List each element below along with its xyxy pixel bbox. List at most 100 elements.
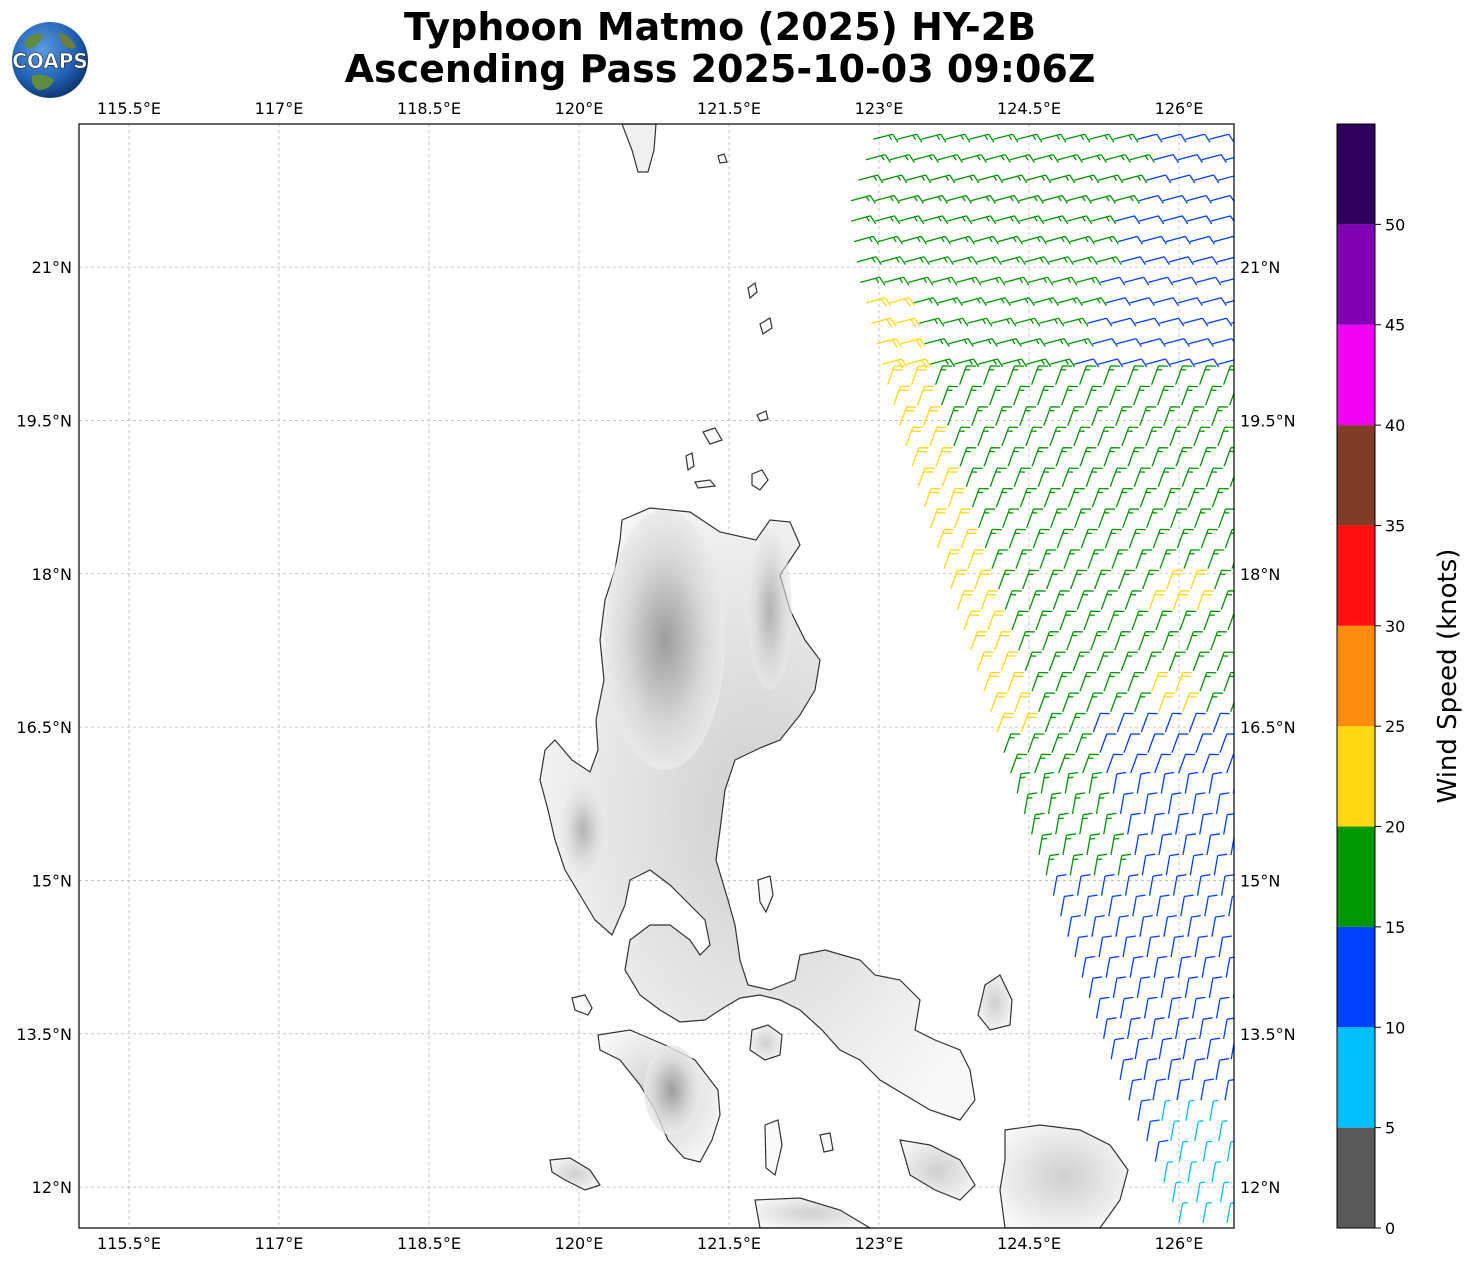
- wind-barb: [1131, 610, 1149, 631]
- wind-barb: [1156, 894, 1170, 917]
- wind-barb: [1033, 297, 1059, 306]
- wind-barb: [1058, 753, 1076, 774]
- wind-barb: [1110, 692, 1128, 713]
- wind-barb: [1015, 317, 1041, 327]
- lon-tick-label: 118.5°E: [397, 99, 461, 118]
- wind-barb: [1195, 1181, 1206, 1203]
- wind-barb: [1126, 1017, 1141, 1040]
- wind-barb: [1015, 549, 1033, 569]
- wind-barb: [1176, 528, 1194, 549]
- wind-barb: [1091, 406, 1109, 426]
- ticao-island: [764, 1119, 783, 1177]
- wind-barb: [1069, 235, 1096, 245]
- wind-barb: [1057, 153, 1083, 163]
- lat-tick-label: 13.5°N: [1240, 1025, 1296, 1044]
- wind-barb: [1105, 955, 1120, 978]
- wind-barb: [897, 133, 923, 143]
- wind-barb: [1091, 487, 1109, 508]
- wind-barb: [1115, 487, 1133, 508]
- wind-barb: [1035, 610, 1053, 631]
- wind-barb: [1211, 406, 1229, 426]
- wind-barb: [1098, 174, 1124, 184]
- wind-barb: [1206, 1037, 1221, 1060]
- wind-barb: [1032, 528, 1050, 549]
- wind-barb: [882, 174, 908, 184]
- wind-barb: [1177, 955, 1192, 978]
- wind-barb: [994, 631, 1012, 651]
- wind-barb: [991, 549, 1009, 569]
- wind-barb: [1127, 447, 1145, 467]
- wind-barb: [1022, 569, 1040, 590]
- wind-barb: [1168, 651, 1186, 672]
- wind-barb: [1174, 1017, 1189, 1040]
- wind-barb: [1196, 874, 1211, 896]
- wind-barb: [1062, 692, 1080, 713]
- wind-barb: [1162, 194, 1188, 204]
- wind-barb: [1076, 590, 1094, 610]
- wind-barb: [1152, 1078, 1166, 1101]
- wind-barb: [930, 174, 956, 184]
- wind-barb: [1118, 569, 1136, 590]
- wind-barb: [1235, 632, 1251, 651]
- wind-barb: [1143, 996, 1158, 1019]
- wind-barb: [1039, 549, 1057, 569]
- wind-barb: [1172, 590, 1190, 610]
- wind-barb: [978, 358, 1004, 368]
- wind-barb: [1178, 1201, 1188, 1224]
- wind-barb: [1244, 277, 1269, 285]
- wind-barb: [923, 487, 941, 508]
- wind-barb: [1220, 590, 1234, 610]
- colorbar-tick-label: 30: [1385, 617, 1405, 636]
- wind-barb: [1046, 569, 1064, 590]
- wind-barb: [982, 365, 1001, 385]
- wind-barb: [913, 297, 939, 306]
- wind-barb: [1063, 317, 1089, 327]
- wind-barb: [993, 133, 1019, 143]
- wind-barb: [1219, 1181, 1230, 1203]
- wind-barb: [1108, 385, 1126, 406]
- wind-barb: [1072, 256, 1098, 266]
- wind-barb: [1151, 671, 1169, 692]
- wind-barb: [1098, 508, 1116, 529]
- wind-barb: [1095, 996, 1110, 1019]
- wind-barb: [1018, 215, 1045, 225]
- wind-barb: [1203, 610, 1221, 631]
- colorbar-bin: [1337, 425, 1375, 526]
- calayan-island: [694, 479, 717, 489]
- wind-barb: [1126, 365, 1145, 385]
- wind-barb: [1236, 916, 1249, 937]
- wind-barb: [1225, 300, 1234, 304]
- wind-barb: [1215, 792, 1230, 815]
- wind-barb: [1232, 990, 1234, 999]
- wind-barb: [1083, 610, 1101, 631]
- wind-barb: [989, 467, 1007, 488]
- wind-barb: [1114, 215, 1141, 225]
- wind-barb: [1055, 671, 1073, 692]
- wind-barb: [963, 610, 981, 631]
- wind-barb: [853, 235, 880, 245]
- wind-barb: [1002, 358, 1028, 368]
- wind-barb: [956, 590, 974, 610]
- wind-barb: [1072, 651, 1090, 672]
- wind-barb: [983, 671, 1001, 692]
- wind-barb: [1207, 317, 1233, 327]
- wind-barb: [1175, 447, 1193, 467]
- wind-barb: [1208, 771, 1223, 794]
- wind-barb: [1233, 138, 1234, 140]
- lon-ticks-bottom: 115.5°E 117°E 118.5°E 120°E 121.5°E 123°E 124.…: [97, 1234, 1203, 1253]
- wind-barb: [1114, 194, 1140, 204]
- wind-barb: [1206, 692, 1224, 713]
- wind-barb: [1161, 133, 1187, 143]
- lat-tick-label: 21°N: [1240, 258, 1280, 277]
- wind-barb: [919, 317, 945, 327]
- lat-tick-label: 18°N: [32, 565, 72, 584]
- wind-barb: [1194, 174, 1220, 184]
- wind-barb: [1127, 812, 1141, 835]
- wind-barb: [1090, 215, 1117, 225]
- wind-barb: [1220, 874, 1234, 896]
- wind-barb: [1185, 1099, 1195, 1121]
- wind-barb: [1138, 194, 1164, 204]
- wind-barb: [889, 153, 915, 163]
- wind-barb: [937, 153, 963, 163]
- wind-barb: [1122, 174, 1148, 184]
